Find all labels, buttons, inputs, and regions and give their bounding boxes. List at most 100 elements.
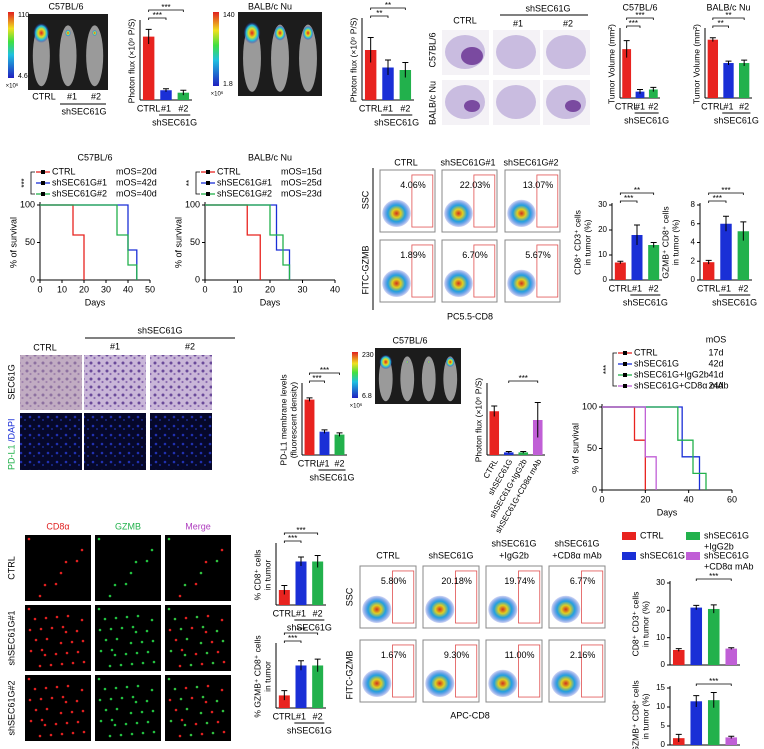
if-signal	[97, 607, 101, 611]
label: % of survival	[570, 423, 580, 474]
if-signal	[183, 723, 187, 727]
label: shSEC61G	[554, 538, 599, 548]
label: Tumor Volume (mm²)	[691, 24, 701, 104]
legend-value: mOS=42d	[116, 177, 157, 187]
significance-bracket	[508, 380, 539, 383]
label: % of survival	[8, 217, 18, 268]
label: C57BL/6	[48, 1, 83, 11]
if-signal	[98, 698, 102, 702]
label: shSEC61G	[287, 725, 332, 735]
label: ***	[296, 526, 305, 535]
bar	[142, 36, 155, 100]
label: shSEC61G	[374, 117, 419, 127]
mouse	[299, 24, 317, 92]
if-signal	[204, 700, 208, 704]
if-signal	[33, 617, 37, 621]
flow-density	[507, 199, 536, 228]
significance-bracket	[695, 683, 732, 686]
if-signal	[115, 707, 119, 711]
if-signal	[129, 641, 133, 645]
if-signal	[71, 661, 75, 665]
significance-bracket	[712, 17, 745, 20]
if-signal	[206, 684, 210, 688]
y-tick-label: 4	[691, 238, 696, 247]
error-bar	[725, 60, 732, 65]
if-signal	[54, 582, 58, 586]
bar	[489, 411, 500, 455]
label: 2.16%	[570, 650, 596, 660]
y-tick-label: 8	[691, 200, 696, 209]
y-tick-label: 20	[598, 225, 607, 234]
if-signal	[220, 548, 224, 552]
if-signal	[49, 733, 53, 737]
label: 22.03%	[460, 180, 491, 190]
gate	[455, 570, 478, 624]
label: ×10⁶	[6, 83, 19, 90]
label: CTRL	[394, 157, 418, 167]
if-signal	[169, 649, 173, 653]
y-tick-label: 2	[691, 256, 696, 265]
if-signal	[82, 730, 86, 734]
if-signal	[174, 638, 178, 642]
y-tick-label: 50	[190, 237, 200, 247]
y-tick-label: 50	[587, 443, 597, 453]
flow-density	[444, 199, 473, 228]
label: (fluorescent density)	[288, 382, 298, 459]
if-signal	[145, 699, 149, 703]
if-signal	[49, 663, 53, 667]
bar	[312, 665, 324, 708]
significance-bracket	[148, 17, 167, 20]
if-signal	[103, 617, 107, 621]
if-signal	[43, 723, 47, 727]
label: % of survival	[173, 217, 183, 268]
bar	[723, 63, 734, 98]
if-signal	[61, 625, 65, 629]
mouse	[400, 356, 415, 402]
label: #1	[67, 91, 77, 101]
bar	[720, 223, 732, 280]
if-signal	[39, 627, 43, 631]
significance-bracket	[626, 25, 641, 28]
if-signal	[134, 560, 138, 564]
if-signal	[34, 708, 38, 712]
legend-value: mOS=40d	[116, 188, 157, 198]
y-tick-label: 0	[592, 484, 597, 494]
if-signal	[55, 615, 59, 619]
label: ***	[713, 194, 722, 203]
label: 110	[18, 12, 29, 19]
label: ***	[721, 186, 730, 195]
label: PD-L1 membrane levels	[278, 374, 288, 465]
label: mOS	[706, 334, 727, 344]
if-signal	[178, 664, 182, 668]
if-signal	[45, 637, 49, 641]
error-bar	[623, 40, 630, 58]
x-tick-label: 20	[265, 284, 275, 294]
if-signal	[195, 615, 199, 619]
y-tick-label: 100	[20, 199, 35, 209]
label: % GZMB⁺ CD8⁺ cells	[252, 635, 262, 717]
y-tick-label: 0	[195, 274, 200, 284]
y-tick-label: 10	[656, 633, 665, 642]
if-signal	[64, 630, 68, 634]
label: **	[718, 19, 724, 28]
bar	[707, 608, 720, 665]
label: 1.8	[223, 81, 233, 88]
y-tick-label: 100	[185, 199, 200, 209]
mouse	[421, 356, 436, 402]
legend-label: shSEC61G#1	[217, 177, 272, 187]
bar	[737, 231, 750, 280]
if-signal	[104, 638, 108, 642]
if-signal	[39, 697, 43, 701]
if-signal	[216, 720, 220, 724]
x-tick-label: #2	[739, 101, 749, 111]
label: BALB/c Nu	[427, 81, 437, 125]
label: ***	[709, 572, 718, 581]
luminescence	[33, 23, 50, 43]
if-signal	[190, 696, 194, 700]
error-bar	[728, 735, 735, 739]
legend-marker	[623, 362, 627, 366]
if-signal	[109, 697, 113, 701]
x-tick-label: #2	[400, 103, 410, 113]
legend-swatch	[686, 532, 700, 540]
flow-density	[444, 269, 473, 298]
